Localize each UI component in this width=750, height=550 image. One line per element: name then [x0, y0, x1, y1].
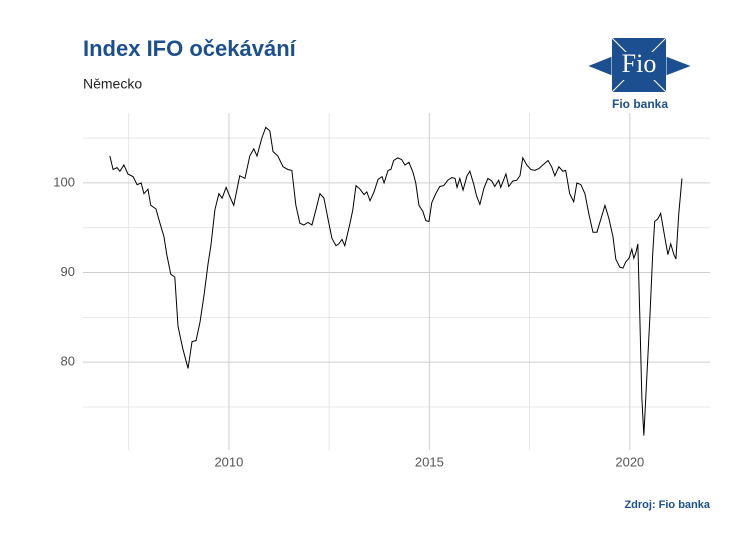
chart-title: Index IFO očekávání — [83, 36, 297, 61]
y-tick-label: 80 — [61, 354, 75, 369]
source: Zdroj: Fio banka — [624, 499, 710, 511]
y-tick-label: 90 — [61, 264, 75, 279]
x-tick-label: 2015 — [415, 454, 444, 469]
line — [109, 126, 683, 436]
x-tick-label: 2020 — [615, 454, 644, 469]
logo-mark: Fio — [622, 49, 657, 78]
chart-subtitle: Německo — [83, 76, 142, 92]
logo: Fio Fio banka — [585, 37, 694, 111]
logo-shape — [618, 52, 660, 80]
x-tick-label: 2010 — [214, 454, 243, 469]
logo-name: Fio banka — [612, 97, 668, 111]
y-tick-label: 100 — [53, 174, 75, 189]
